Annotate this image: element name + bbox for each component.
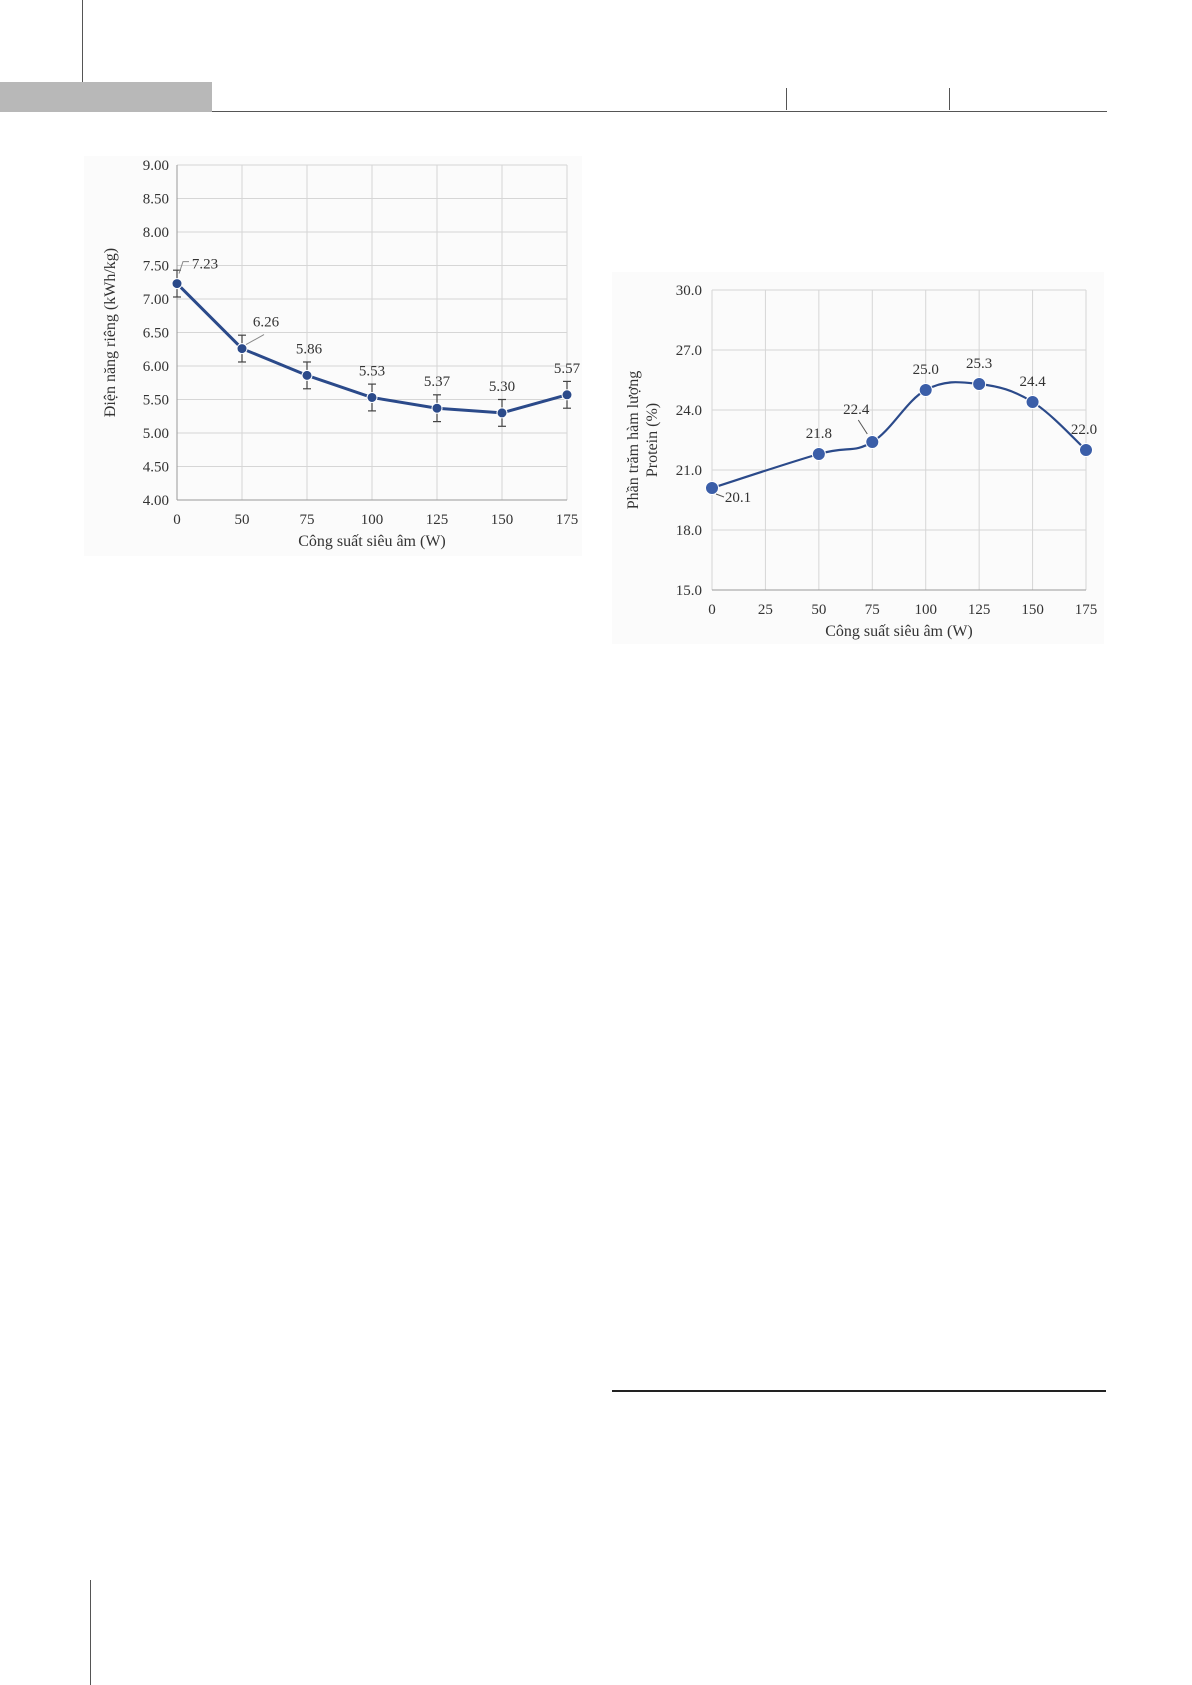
data-label: 22.4 xyxy=(843,402,870,418)
y-tick-label: 30.0 xyxy=(676,283,702,299)
data-point xyxy=(811,447,826,461)
top-left-rule xyxy=(82,0,83,82)
data-point xyxy=(705,481,719,495)
header-divider-1 xyxy=(786,88,787,110)
data-point xyxy=(301,369,313,381)
bottom-left-rule xyxy=(90,1580,91,1685)
data-label: 5.53 xyxy=(359,363,385,379)
y-tick-label: 4.50 xyxy=(143,460,169,476)
data-label: 25.3 xyxy=(966,356,992,372)
x-tick-label: 50 xyxy=(235,512,250,528)
data-label: 7.23 xyxy=(192,257,218,273)
data-label: 5.30 xyxy=(489,379,515,395)
data-point xyxy=(865,435,880,449)
data-label: 21.8 xyxy=(806,426,832,442)
footnote-rule xyxy=(612,1390,1106,1392)
x-tick-label: 175 xyxy=(556,512,579,528)
data-label-leader xyxy=(178,261,189,274)
data-point xyxy=(918,383,933,397)
data-label: 20.1 xyxy=(725,490,751,506)
data-label: 25.0 xyxy=(913,362,939,378)
data-point xyxy=(1025,395,1040,409)
energy-chart: 4.00 4.50 5.00 5.50 6.00 6.50 7.00 7.50 8.00 8.50… xyxy=(102,158,581,550)
data-label-leader xyxy=(245,334,265,346)
x-tick-label: 100 xyxy=(914,602,937,618)
y-tick-label: 15.0 xyxy=(676,583,702,599)
y-tick-label: 8.00 xyxy=(143,225,169,241)
data-point xyxy=(1079,443,1093,457)
header-rule xyxy=(212,111,1107,112)
data-label: 6.26 xyxy=(253,315,280,331)
header-tab xyxy=(0,82,212,112)
x-tick-label: 0 xyxy=(173,512,181,528)
y-axis-title: Phần trăm hàm lượng Protein (%) xyxy=(625,371,661,509)
data-point xyxy=(496,407,508,419)
header-divider-2 xyxy=(949,88,950,110)
data-label: 24.4 xyxy=(1019,374,1046,390)
y-tick-label: 9.00 xyxy=(143,158,169,174)
x-tick-label: 50 xyxy=(811,602,826,618)
x-tick-label: 0 xyxy=(708,602,716,618)
x-tick-label: 125 xyxy=(968,602,991,618)
x-tick-label: 100 xyxy=(361,512,384,528)
data-point xyxy=(431,402,443,414)
data-label-leader xyxy=(857,419,868,435)
protein-chart: 15.0 18.0 21.0 24.0 27.0 30.0 0 25 50 75 100 125 150… xyxy=(625,283,1098,640)
y-tick-label: 4.00 xyxy=(143,493,169,509)
y-tick-label: 8.50 xyxy=(143,192,169,208)
y-tick-label: 7.00 xyxy=(143,292,169,308)
x-tick-label: 175 xyxy=(1075,602,1098,618)
y-tick-label: 24.0 xyxy=(676,403,702,419)
data-point xyxy=(366,391,378,403)
x-tick-label: 150 xyxy=(1021,602,1044,618)
x-axis-title: Công suất siêu âm (W) xyxy=(825,623,973,640)
y-tick-label: 21.0 xyxy=(676,463,702,479)
data-point xyxy=(561,389,573,401)
y-tick-label: 18.0 xyxy=(676,523,702,539)
data-label: 5.57 xyxy=(554,361,581,377)
x-tick-label: 125 xyxy=(426,512,449,528)
protein-chart-panel: 15.0 18.0 21.0 24.0 27.0 30.0 0 25 50 75 100 125 150… xyxy=(612,272,1104,644)
y-tick-label: 27.0 xyxy=(676,343,702,359)
y-tick-label: 7.50 xyxy=(143,259,169,275)
y-tick-label: 5.00 xyxy=(143,426,169,442)
data-point xyxy=(171,278,183,290)
data-label: 5.37 xyxy=(424,374,451,390)
y-axis-title: Điện năng riêng (kWh/kg) xyxy=(102,248,119,417)
energy-chart-panel: 4.00 4.50 5.00 5.50 6.00 6.50 7.00 7.50 8.00 8.50… xyxy=(84,156,582,556)
data-point xyxy=(972,377,987,391)
data-label: 22.0 xyxy=(1071,422,1097,438)
y-tick-label: 6.00 xyxy=(143,359,169,375)
y-tick-label: 5.50 xyxy=(143,393,169,409)
x-tick-label: 150 xyxy=(491,512,514,528)
data-point xyxy=(236,343,248,355)
data-label: 5.86 xyxy=(296,341,323,357)
data-label-leader xyxy=(715,493,725,498)
y-tick-label: 6.50 xyxy=(143,326,169,342)
x-axis-title: Công suất siêu âm (W) xyxy=(298,533,446,550)
x-tick-label: 25 xyxy=(758,602,773,618)
x-tick-label: 75 xyxy=(865,602,880,618)
x-tick-label: 75 xyxy=(300,512,315,528)
